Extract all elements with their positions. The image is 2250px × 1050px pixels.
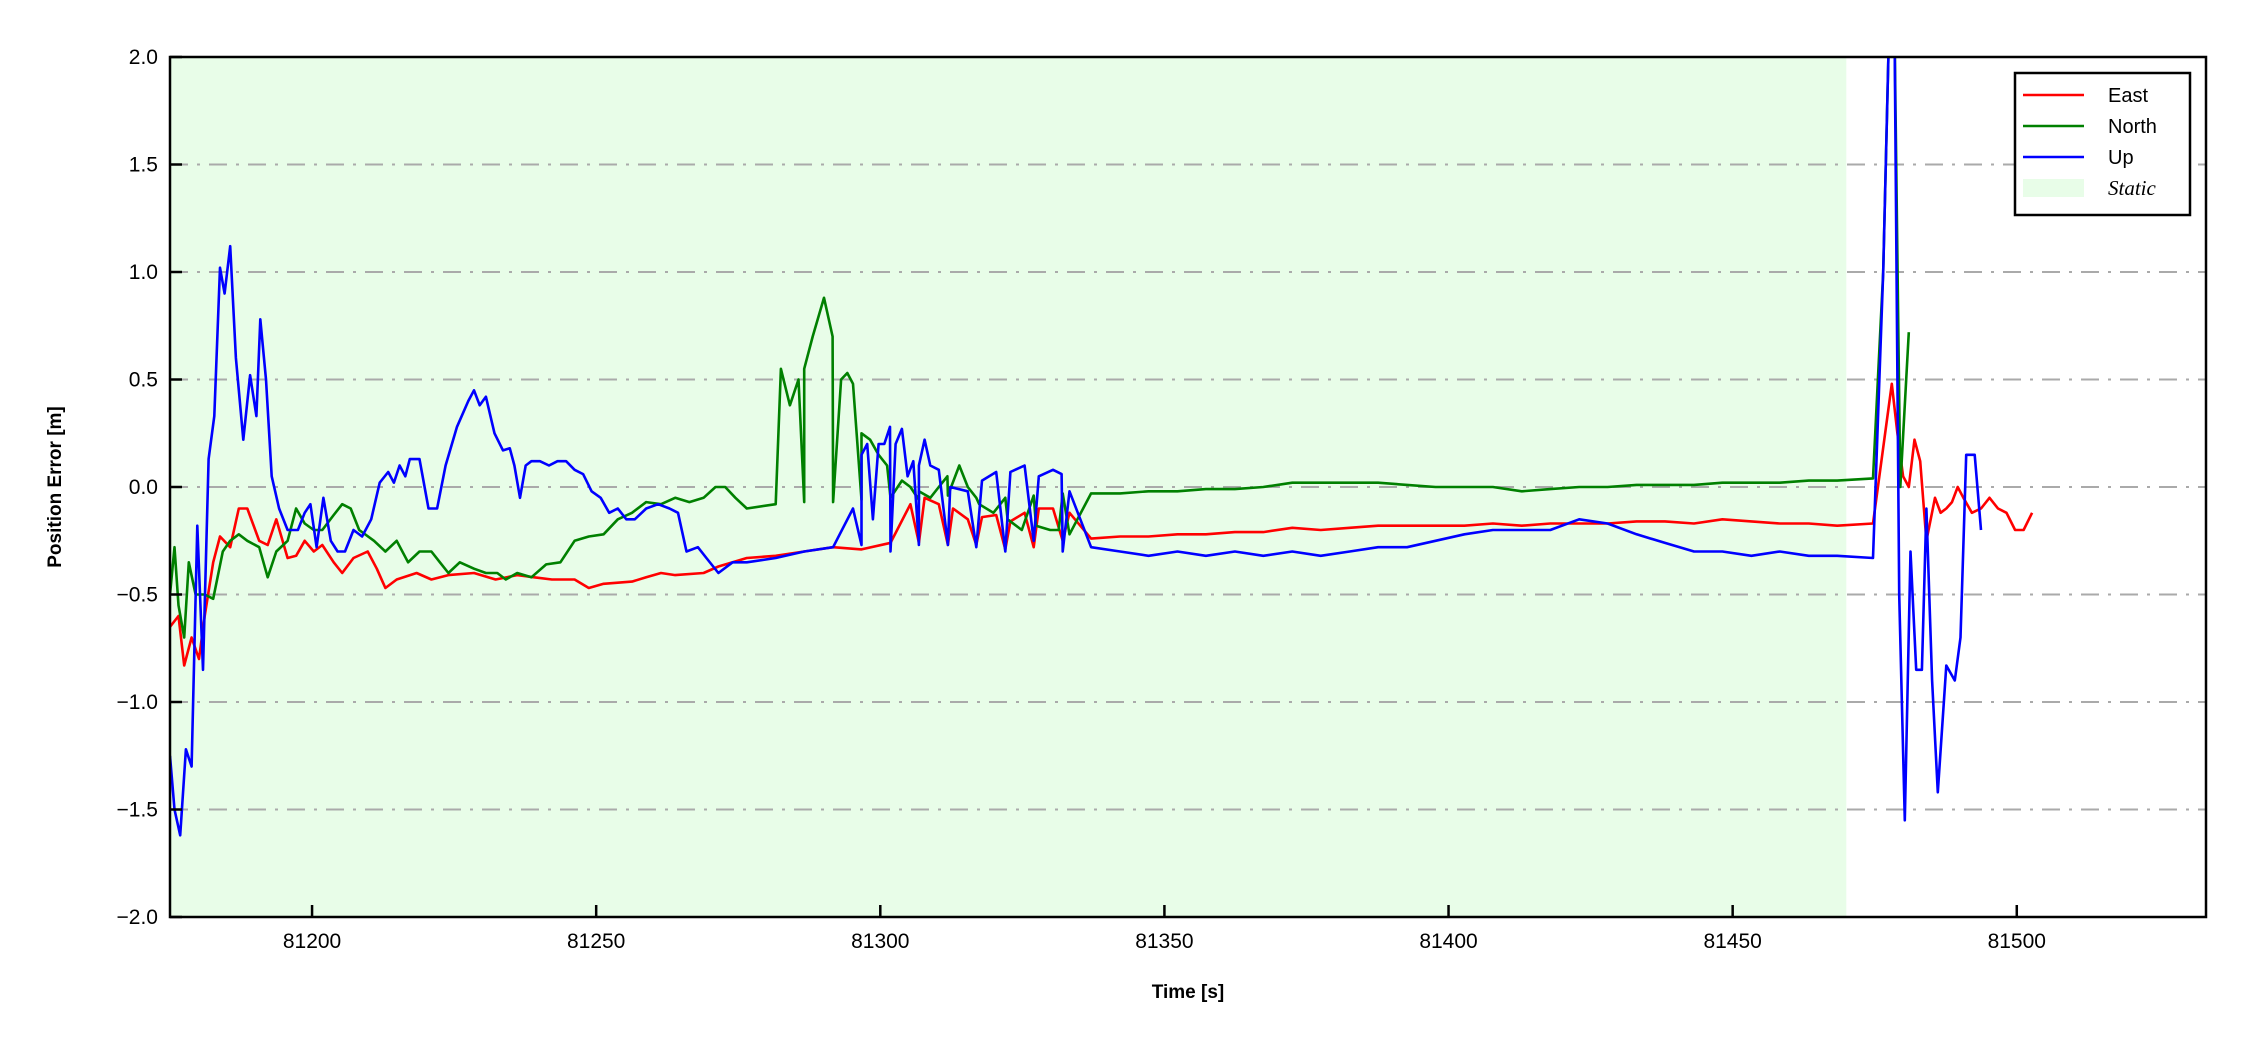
legend-label-static: Static xyxy=(2108,176,2157,200)
x-axis-label: Time [s] xyxy=(1152,982,1225,1003)
y-tick-label: 1.0 xyxy=(129,261,158,284)
x-tick-label: 81350 xyxy=(1135,930,1193,953)
x-tick-label: 81250 xyxy=(567,930,625,953)
legend-label-east: East xyxy=(2108,85,2148,107)
y-tick-label: −1.5 xyxy=(117,799,158,822)
x-tick-label: 81500 xyxy=(1988,930,2046,953)
y-tick-label: −0.5 xyxy=(117,584,158,607)
x-tick-label: 81300 xyxy=(851,930,909,953)
y-tick-label: 0.5 xyxy=(129,369,158,392)
y-tick-label: 0.0 xyxy=(129,476,158,499)
grid-layer xyxy=(170,163,2206,811)
legend: East North Up Static xyxy=(2013,71,2192,217)
y-tick-label: 1.5 xyxy=(129,154,158,177)
y-tick-label: 2.0 xyxy=(129,46,158,69)
series-line-east xyxy=(170,382,2034,667)
y-axis-label: Position Error [m] xyxy=(45,406,66,568)
y-tick-label: −1.0 xyxy=(117,691,158,714)
series-layer xyxy=(170,57,2034,837)
x-tick-label: 81400 xyxy=(1419,930,1477,953)
x-tick-label: 81200 xyxy=(283,930,341,953)
y-tick-label: −2.0 xyxy=(117,906,158,929)
legend-label-up: Up xyxy=(2108,147,2134,169)
series-line-up xyxy=(170,57,1983,837)
x-tick-label: 81450 xyxy=(1703,930,1761,953)
series-line-north xyxy=(170,57,1911,639)
legend-swatch-static xyxy=(2023,179,2084,197)
legend-label-north: North xyxy=(2108,116,2157,138)
tick-layer: −2.0 −1.5 −1.0 −0.5 0.0 0.5 1.0 1.5 2.0 81200 8125… xyxy=(117,46,2046,953)
